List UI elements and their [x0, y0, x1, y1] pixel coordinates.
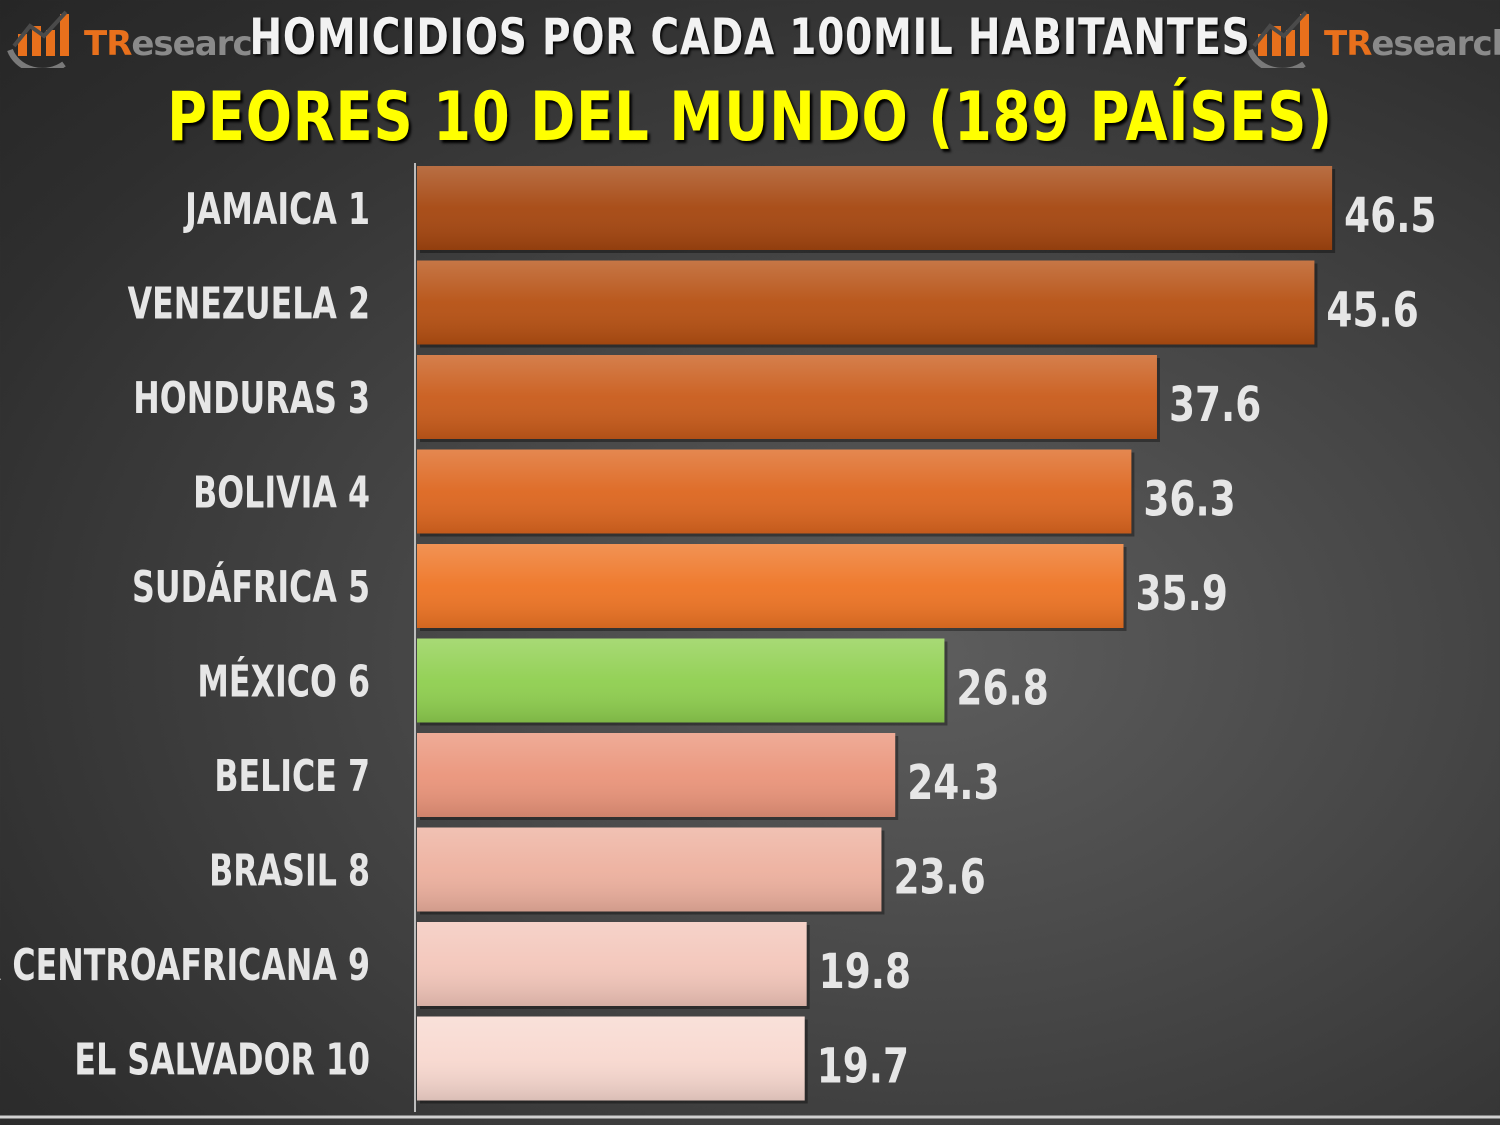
value-label: 23.6	[893, 850, 985, 906]
category-label: JAMAICA 1	[183, 184, 370, 236]
category-label: BELICE 7	[214, 751, 370, 803]
category-label: MÉXICO 6	[197, 654, 370, 708]
logo-wordmark: TResearch	[84, 24, 276, 64]
bar-sheen	[417, 922, 807, 1006]
logo-wordmark: TResearch	[1324, 24, 1500, 64]
category-label: EL SALVADOR 10	[74, 1034, 370, 1086]
bar-sheen	[417, 827, 882, 912]
bar-sheen	[417, 638, 945, 723]
chart-title: HOMICIDIOS POR CADA 100MIL HABITANTES	[249, 8, 1251, 66]
bar-sheen	[417, 355, 1157, 439]
value-label: 19.7	[817, 1039, 909, 1095]
bar-sheen	[417, 449, 1132, 534]
value-label: 24.3	[907, 756, 999, 812]
category-label: BOLIVIA 4	[193, 467, 370, 519]
value-label: 35.9	[1136, 567, 1228, 623]
category-label: VENEZUELA 2	[128, 278, 370, 330]
value-label: 36.3	[1143, 472, 1235, 528]
value-label: 19.8	[819, 945, 911, 1001]
chart-subtitle: PEORES 10 DEL MUNDO (189 PAÍSES)	[167, 78, 1333, 157]
bar-sheen	[417, 260, 1315, 345]
category-label: BRASIL 8	[209, 845, 370, 897]
bar-sheen	[417, 1016, 805, 1101]
value-label: 26.8	[956, 661, 1048, 717]
chart-growth-icon	[1247, 10, 1309, 68]
bar-sheen	[417, 544, 1124, 628]
category-label: R CENTROAFRICANA 9	[0, 940, 370, 992]
value-label: 46.5	[1344, 189, 1436, 245]
category-label: HONDURAS 3	[133, 373, 370, 425]
value-label: 45.6	[1326, 283, 1418, 339]
category-label: SUDÁFRICA 5	[132, 560, 370, 614]
bar-sheen	[417, 733, 896, 817]
bar-sheen	[417, 166, 1333, 250]
chart-growth-icon	[7, 10, 69, 68]
value-label: 37.6	[1169, 378, 1261, 434]
